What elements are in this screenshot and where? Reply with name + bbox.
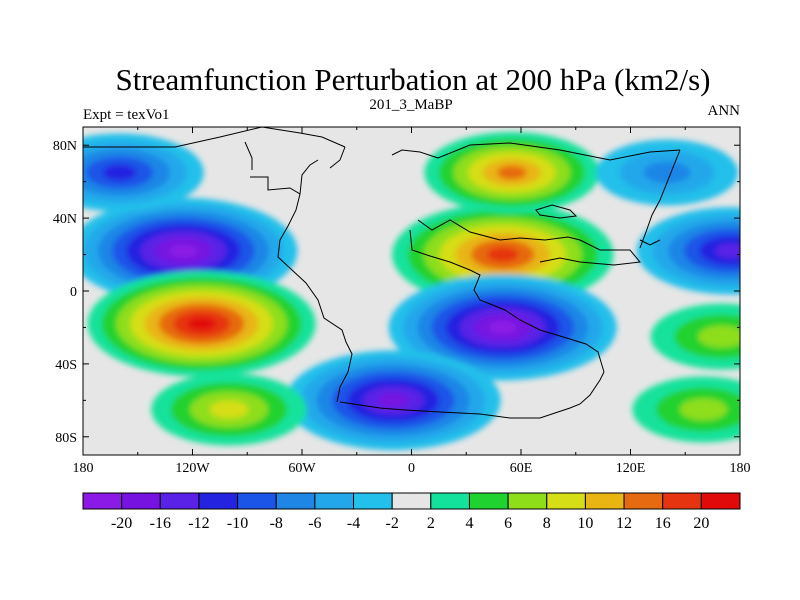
- colorbar: -20 -16 -12 -10 -8 -6 -4 -2 2 4 6 8 10 12 16 20: [82, 492, 741, 532]
- anomaly-center-9: [151, 373, 307, 446]
- anomaly-center-5: [595, 139, 739, 206]
- anomaly-center-11: [632, 376, 740, 443]
- colorbar-swatch: [82, 492, 123, 510]
- contour-band: [497, 165, 527, 180]
- season-label: ANN: [708, 103, 741, 119]
- colorbar-swatch: [237, 492, 277, 510]
- contour-band: [169, 244, 198, 258]
- colorbar-swatch: [275, 492, 316, 510]
- contour-field: [83, 131, 740, 451]
- anomaly-center-2: [392, 203, 614, 307]
- colorbar-swatch: [121, 492, 161, 510]
- y-axis: 80N 40N 0 40S 80S: [53, 139, 740, 446]
- contour-band: [187, 317, 216, 331]
- contour-band: [488, 320, 518, 335]
- contour-band: [643, 161, 691, 184]
- x-tick-label: 120W: [175, 461, 210, 476]
- colorbar-swatch: [159, 492, 200, 510]
- y-tick-label: 0: [70, 285, 77, 300]
- x-tick-label: 60W: [288, 461, 316, 476]
- colorbar-swatch: [584, 492, 625, 510]
- colorbar-label: -4: [347, 515, 360, 532]
- colorbar-swatch: [314, 492, 355, 510]
- colorbar-swatch: [546, 492, 586, 510]
- colorbar-swatch: [353, 492, 393, 510]
- colorbar-label: 10: [577, 515, 593, 532]
- colorbar-label: 16: [655, 515, 671, 532]
- anomaly-center-8: [285, 350, 501, 451]
- colorbar-swatch: [700, 492, 741, 510]
- anomaly-center-7: [388, 274, 617, 381]
- anomaly-center-6: [87, 270, 316, 377]
- colorbar-swatch: [391, 492, 432, 510]
- contour-band: [102, 164, 137, 181]
- anomaly-center-10: [650, 303, 740, 370]
- colorbar-label: 6: [504, 515, 512, 532]
- colorbar-label: -8: [270, 515, 283, 532]
- x-tick-label: 60E: [510, 461, 533, 476]
- colorbar-swatch: [623, 492, 664, 510]
- contour-band: [679, 398, 728, 421]
- colorbar-label: 4: [465, 515, 473, 532]
- x-tick-label: 180: [730, 461, 751, 476]
- colorbar-label: -6: [308, 515, 321, 532]
- x-tick-label: 180: [73, 461, 94, 476]
- colorbar-label: 20: [693, 515, 709, 532]
- contour-band: [486, 247, 519, 262]
- colorbar-label: 8: [543, 515, 551, 532]
- case-label: 201_3_MaBP: [369, 97, 452, 113]
- anomaly-center-3: [424, 131, 600, 214]
- anomaly-center-4: [83, 133, 204, 212]
- colorbar-label: 2: [427, 515, 435, 532]
- colorbar-label: -12: [188, 515, 209, 532]
- colorbar-swatch: [662, 492, 702, 510]
- contour-band: [209, 400, 249, 419]
- coastline-americas: [83, 127, 353, 403]
- anomaly-center-1: [636, 207, 740, 295]
- coastlines: [83, 127, 681, 419]
- chart-title: Streamfunction Perturbation at 200 hPa (…: [116, 62, 711, 97]
- colorbar-label: -16: [150, 515, 171, 532]
- contour-band: [715, 243, 740, 259]
- colorbar-swatch: [430, 492, 470, 510]
- colorbar-label: -20: [111, 515, 132, 532]
- y-tick-label: 80N: [53, 139, 77, 154]
- colorbar-label: -2: [386, 515, 399, 532]
- contour-band: [377, 393, 409, 408]
- experiment-label: Expt = texVo1: [83, 107, 170, 123]
- x-tick-label: 0: [408, 461, 415, 476]
- y-tick-label: 40N: [53, 212, 77, 227]
- coastline-australia-antarctica: [339, 204, 661, 419]
- y-tick-label: 40S: [55, 358, 77, 373]
- colorbar-label: -10: [227, 515, 248, 532]
- x-axis: 180 120W 60W 0 60E 120E 180: [73, 127, 751, 476]
- coastline-eurasia-africa: [391, 142, 681, 373]
- x-tick-label: 120E: [616, 461, 646, 476]
- colorbar-label: 12: [616, 515, 632, 532]
- colorbar-swatch: [198, 492, 239, 510]
- colorbar-swatch: [468, 492, 509, 510]
- y-tick-label: 80S: [55, 431, 77, 446]
- contour-band: [698, 325, 740, 348]
- colorbar-swatch: [507, 492, 548, 510]
